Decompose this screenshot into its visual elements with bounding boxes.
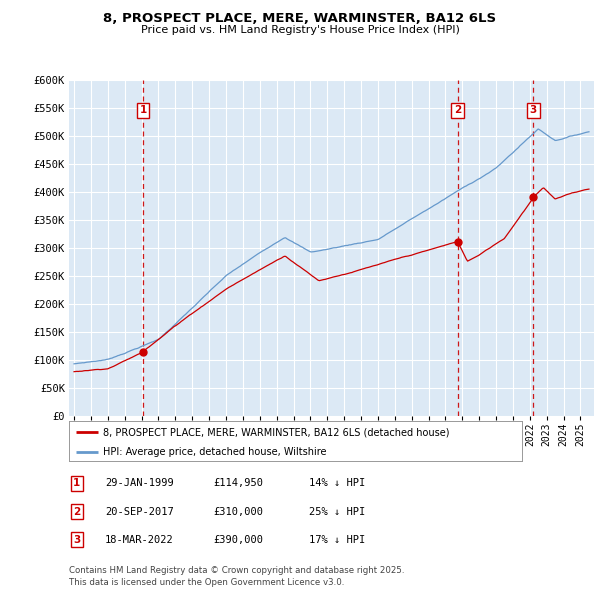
- Text: 18-MAR-2022: 18-MAR-2022: [105, 535, 174, 545]
- Text: HPI: Average price, detached house, Wiltshire: HPI: Average price, detached house, Wilt…: [103, 447, 326, 457]
- Text: 1: 1: [139, 106, 146, 116]
- Text: £390,000: £390,000: [213, 535, 263, 545]
- Text: 2: 2: [454, 106, 461, 116]
- Text: Price paid vs. HM Land Registry's House Price Index (HPI): Price paid vs. HM Land Registry's House …: [140, 25, 460, 35]
- Text: £114,950: £114,950: [213, 478, 263, 488]
- Text: 8, PROSPECT PLACE, MERE, WARMINSTER, BA12 6LS: 8, PROSPECT PLACE, MERE, WARMINSTER, BA1…: [103, 12, 497, 25]
- Text: 3: 3: [530, 106, 537, 116]
- Text: 2: 2: [73, 507, 80, 516]
- Text: 20-SEP-2017: 20-SEP-2017: [105, 507, 174, 516]
- Text: 29-JAN-1999: 29-JAN-1999: [105, 478, 174, 488]
- Text: 14% ↓ HPI: 14% ↓ HPI: [309, 478, 365, 488]
- Text: 3: 3: [73, 535, 80, 545]
- Text: 17% ↓ HPI: 17% ↓ HPI: [309, 535, 365, 545]
- Text: 1: 1: [73, 478, 80, 488]
- Text: 8, PROSPECT PLACE, MERE, WARMINSTER, BA12 6LS (detached house): 8, PROSPECT PLACE, MERE, WARMINSTER, BA1…: [103, 427, 449, 437]
- Text: 25% ↓ HPI: 25% ↓ HPI: [309, 507, 365, 516]
- Text: Contains HM Land Registry data © Crown copyright and database right 2025.
This d: Contains HM Land Registry data © Crown c…: [69, 566, 404, 587]
- Text: £310,000: £310,000: [213, 507, 263, 516]
